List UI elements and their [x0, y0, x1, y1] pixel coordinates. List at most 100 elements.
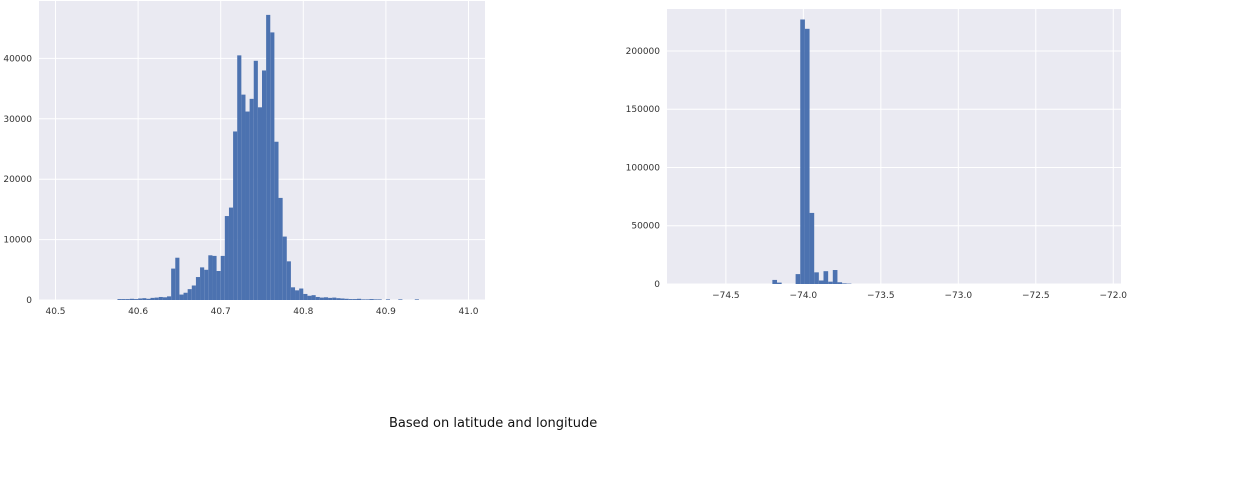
- histogram-bar: [828, 281, 833, 284]
- histogram-bar: [385, 299, 391, 300]
- histogram-bar: [832, 270, 838, 284]
- y-tick-label: 20000: [3, 175, 32, 185]
- histogram-bar: [823, 271, 829, 284]
- y-tick-label: 0: [654, 280, 660, 290]
- histogram-bar: [365, 299, 370, 300]
- histogram-bar: [804, 28, 810, 284]
- histogram-bar: [138, 298, 143, 300]
- histogram-bar: [216, 271, 221, 300]
- histogram-bar: [414, 299, 419, 300]
- histogram-bar: [295, 290, 300, 300]
- histogram-bar: [208, 255, 213, 300]
- histogram-bar: [117, 299, 122, 300]
- x-tick-label: 41.0: [458, 307, 478, 317]
- histogram-bar: [303, 293, 308, 300]
- histogram-bar: [146, 298, 151, 300]
- histogram-bar: [336, 298, 341, 300]
- x-tick-label: −73.0: [945, 291, 973, 301]
- histogram-bar: [311, 295, 316, 300]
- histogram-bar: [200, 267, 205, 300]
- histogram-bar: [340, 298, 345, 300]
- histogram-bar: [266, 14, 271, 300]
- y-tick-label: 50000: [631, 222, 660, 232]
- histogram-bar: [837, 282, 843, 284]
- histogram-bar: [241, 94, 246, 301]
- histogram-bar: [348, 299, 353, 300]
- histogram-bar: [270, 32, 275, 301]
- histogram-bar: [315, 296, 320, 300]
- x-tick-label: −73.5: [867, 291, 895, 301]
- histogram-bar: [398, 299, 403, 300]
- histogram-bar: [249, 98, 254, 300]
- histogram-bar: [319, 297, 324, 300]
- longitude-histogram: −74.5 −74.0 −73.5 −73.0 −72.5 −72.0 0 50000 1000…: [626, 9, 1127, 301]
- histogram-bar: [224, 216, 229, 300]
- histogram-bar: [195, 277, 201, 300]
- x-tick-label: 40.7: [211, 307, 231, 317]
- histogram-bar: [278, 197, 283, 300]
- histogram-bar: [344, 298, 349, 300]
- y-tick-label: 10000: [3, 236, 32, 246]
- histogram-bar: [220, 255, 225, 300]
- histogram-bar: [228, 207, 234, 300]
- histogram-bar: [237, 55, 242, 301]
- histogram-bar: [212, 255, 217, 300]
- x-tick-label: 40.5: [45, 307, 65, 317]
- histogram-bar: [328, 297, 333, 300]
- histogram-bar: [795, 274, 801, 284]
- histogram-bar: [352, 299, 357, 300]
- y-tick-label: 30000: [3, 115, 32, 125]
- histogram-bar: [777, 282, 782, 284]
- histogram-bar: [179, 294, 184, 300]
- histogram-bar: [133, 299, 139, 300]
- histogram-bar: [361, 299, 366, 300]
- histogram-bar: [377, 299, 382, 300]
- x-tick-label: −72.0: [1099, 291, 1127, 301]
- histogram-bar: [772, 279, 778, 284]
- histogram-bar: [129, 298, 134, 300]
- histogram-bar: [373, 299, 378, 300]
- histogram-bar: [187, 289, 192, 300]
- figure-caption: Based on latitude and longitude: [389, 416, 598, 431]
- histogram-bar: [818, 280, 824, 284]
- histogram-bar: [154, 297, 159, 300]
- histogram-bar: [800, 19, 805, 285]
- histogram-bar: [299, 288, 304, 300]
- histogram-bar: [290, 287, 296, 300]
- x-tick-label: −74.5: [712, 291, 740, 301]
- histogram-bar: [191, 285, 196, 300]
- histogram-bar: [171, 268, 176, 300]
- histogram-bar: [369, 299, 374, 300]
- y-tick-label: 0: [26, 296, 32, 306]
- histogram-bar: [842, 283, 847, 284]
- x-tick-label: 40.6: [128, 307, 148, 317]
- y-tick-label: 150000: [626, 105, 661, 115]
- histogram-bar: [175, 257, 180, 300]
- histogram-bar: [233, 131, 238, 300]
- x-tick-label: −72.5: [1022, 291, 1050, 301]
- histogram-bar: [282, 236, 287, 300]
- histogram-bar: [286, 261, 291, 300]
- histogram-bar: [183, 292, 188, 300]
- histogram-bar: [245, 111, 250, 300]
- x-tick-label: −74.0: [790, 291, 818, 301]
- histogram-bar: [142, 298, 147, 300]
- plot-area: [667, 9, 1121, 284]
- latitude-histogram: 40.5 40.6 40.7 40.8 40.9 41.0 0 10000 20000 30000…: [3, 1, 485, 317]
- x-tick-label: 40.8: [293, 307, 313, 317]
- y-tick-label: 100000: [626, 163, 661, 173]
- histogram-bar: [125, 299, 130, 300]
- histogram-bar: [262, 70, 267, 300]
- histogram-bar: [814, 272, 819, 284]
- histogram-bar: [257, 107, 262, 300]
- histogram-bar: [323, 297, 329, 300]
- histogram-bar: [809, 212, 815, 284]
- histogram-bar: [332, 297, 337, 300]
- histogram-bar: [356, 298, 362, 300]
- histogram-bar: [158, 296, 163, 300]
- histogram-bar: [167, 296, 172, 300]
- y-tick-label: 200000: [626, 47, 661, 57]
- histogram-bar: [274, 141, 279, 300]
- histogram-bar: [121, 299, 126, 300]
